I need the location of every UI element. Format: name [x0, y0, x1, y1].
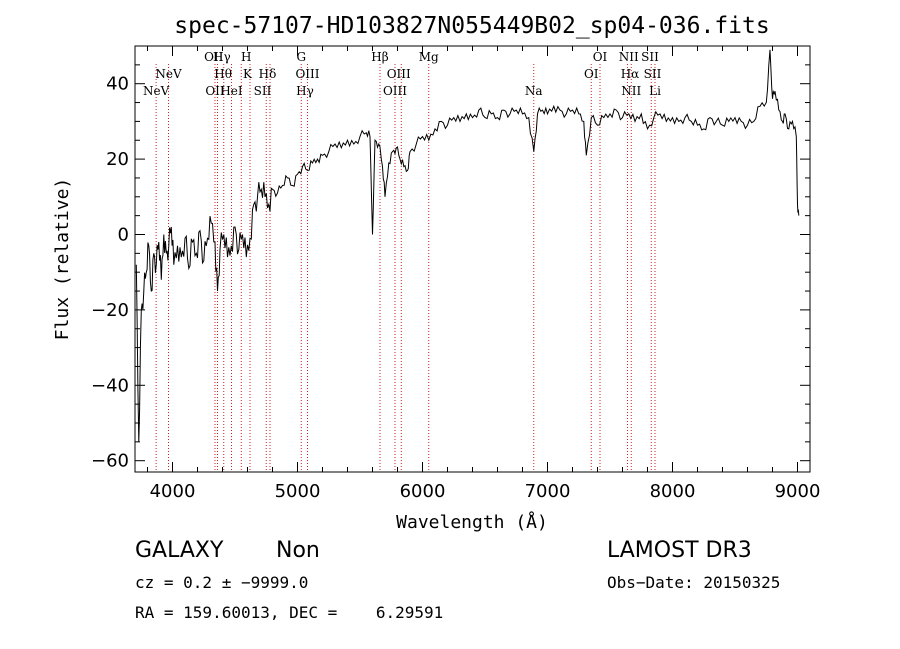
- chart-title: spec-57107-HD103827N055449B02_sp04-036.f…: [174, 13, 769, 39]
- y-tick-label: 40: [106, 74, 129, 95]
- x-tick-label: 8000: [650, 481, 696, 502]
- x-tick-label: 9000: [775, 481, 821, 502]
- spectral-line-label: NeV: [143, 84, 170, 98]
- spectral-line-label: Mg: [419, 50, 439, 64]
- x-tick-labels: 4000 5000 6000 7000 8000 9000: [150, 481, 821, 502]
- spectral-line-label: Hγ: [213, 50, 231, 64]
- plot-frame: [134, 45, 811, 473]
- y-tick-label: −20: [91, 300, 129, 321]
- x-tick-label: 7000: [525, 481, 571, 502]
- x-tick-label: 5000: [275, 481, 321, 502]
- object-class: GALAXY: [135, 538, 224, 563]
- spectral-line-label: NII: [621, 84, 641, 98]
- spectral-line-label: OIII: [295, 67, 319, 81]
- y-tick-label: 20: [106, 149, 129, 170]
- spectral-line-label: OII: [204, 50, 224, 64]
- spectral-line-label: K: [243, 67, 253, 81]
- spectral-line-label: G: [296, 50, 306, 64]
- redshift-text: cz = 0.2 ± −9999.0: [135, 573, 309, 592]
- spectral-line-label: SII: [254, 84, 272, 98]
- spectral-line-label: Hα: [621, 67, 640, 81]
- spectral-line-label: Hγ: [296, 84, 314, 98]
- spectral-line-label: Hδ: [259, 67, 277, 81]
- x-tick-label: 4000: [150, 481, 196, 502]
- survey-name: LAMOST DR3: [607, 538, 752, 563]
- spectral-line-label: OIII: [387, 67, 411, 81]
- spectral-line-label: SII: [641, 50, 659, 64]
- x-axis-label: Wavelength (Å): [396, 511, 548, 533]
- spectral-line-label: NeV: [155, 67, 182, 81]
- spectral-line-label: Na: [525, 84, 543, 98]
- axis-ticks: [135, 45, 810, 472]
- object-subclass: Non: [276, 538, 320, 563]
- spectral-line-markers: [155, 64, 656, 472]
- spectral-line-label: OIII: [383, 84, 407, 98]
- spectral-line-label: Hβ: [371, 50, 388, 64]
- spectral-line-label: OI: [593, 50, 608, 64]
- y-tick-label: 0: [118, 224, 129, 245]
- spectral-line-label: OII: [205, 84, 225, 98]
- coordinates-text: RA = 159.60013, DEC = 6.29591: [135, 603, 444, 622]
- x-tick-label: 6000: [400, 481, 446, 502]
- obs-date-text: Obs−Date: 20150325: [607, 573, 781, 592]
- spectral-line-label: SII: [644, 67, 662, 81]
- y-axis-label: Flux (relative): [52, 178, 73, 341]
- spectral-line-label: OI: [584, 67, 599, 81]
- spectral-line-label: HeI: [220, 84, 243, 98]
- y-tick-labels: −60 −40 −20 0 20 40: [91, 74, 129, 472]
- spectral-line-label: Hθ: [214, 67, 232, 81]
- y-tick-label: −60: [91, 451, 129, 472]
- y-tick-label: −40: [91, 375, 129, 396]
- spectral-line-label: Li: [649, 84, 661, 98]
- spectral-line-label: H: [241, 50, 251, 64]
- spectrum-line: [135, 49, 800, 442]
- spectral-line-label: NII: [619, 50, 639, 64]
